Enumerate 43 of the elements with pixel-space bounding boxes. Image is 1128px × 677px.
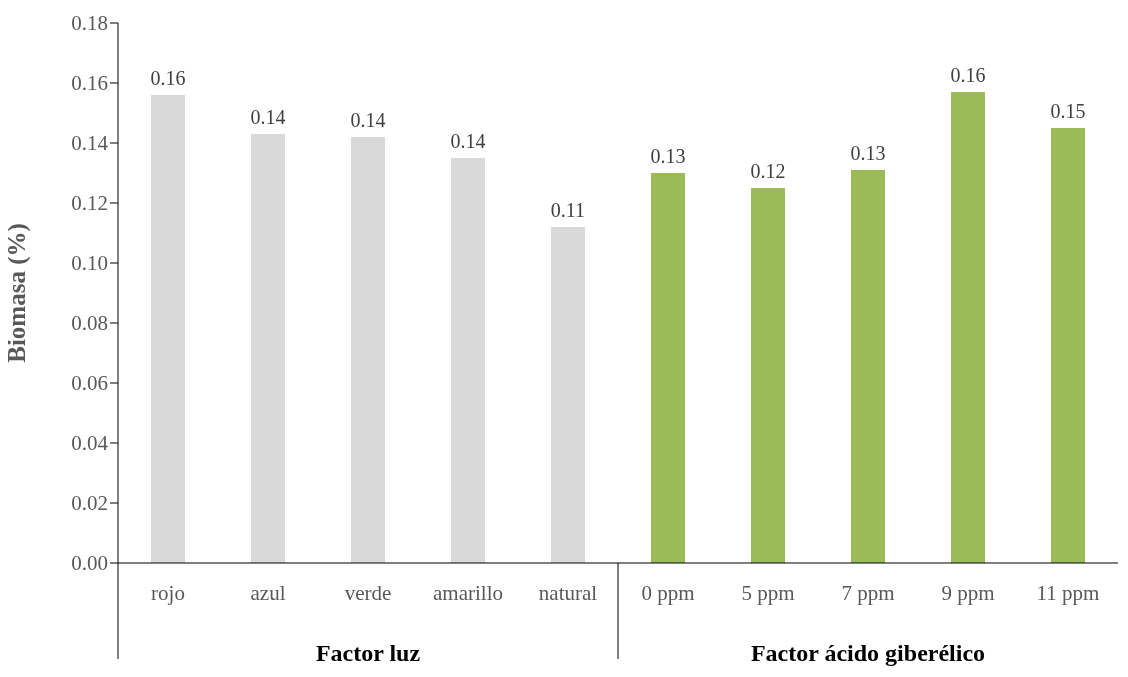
x-tick-label: amarillo: [433, 580, 503, 605]
x-tick-label: natural: [538, 580, 598, 605]
x-tick-label: 5 ppm: [741, 580, 795, 605]
y-tick-label: 0.06: [71, 371, 108, 396]
bar: [651, 173, 685, 563]
bar: [851, 170, 885, 563]
x-tick-label: 7 ppm: [841, 580, 895, 605]
data-label: 0.16: [950, 64, 986, 86]
y-tick-label: 0.16: [71, 71, 108, 96]
y-tick-label: 0.04: [71, 431, 109, 456]
bar: [251, 134, 285, 563]
bar: [951, 92, 985, 563]
x-tick-label: rojo: [151, 580, 185, 605]
x-tick-label: 0 ppm: [641, 580, 695, 605]
bar: [351, 137, 385, 563]
y-tick-label: 0.18: [71, 11, 108, 36]
y-axis-title: Biomasa (%): [2, 223, 31, 363]
bar: [451, 158, 485, 563]
data-label: 0.13: [850, 142, 886, 164]
bar: [151, 95, 185, 563]
y-tick-label: 0.00: [71, 551, 108, 576]
text: Factor ácido giberélico: [750, 640, 986, 666]
x-tick-label: azul: [250, 580, 286, 605]
y-tick-label: 0.14: [71, 131, 109, 156]
data-label: 0.11: [550, 199, 586, 221]
x-tick-label: 9 ppm: [941, 580, 995, 605]
y-tick-label: 0.12: [71, 191, 108, 216]
data-label: 0.14: [450, 130, 486, 152]
data-label: 0.12: [750, 160, 786, 182]
bar: [1051, 128, 1085, 563]
text: Factor luz: [315, 640, 421, 666]
data-label: 0.15: [1050, 100, 1086, 122]
y-tick-label: 0.08: [71, 311, 108, 336]
x-tick-label: 11 ppm: [1036, 580, 1100, 605]
x-tick-label: verde: [344, 580, 392, 605]
data-label: 0.14: [350, 109, 386, 131]
data-label: 0.14: [250, 106, 286, 128]
data-label: 0.13: [650, 145, 686, 167]
data-label: 0.16: [150, 67, 186, 89]
y-tick-label: 0.10: [71, 251, 108, 276]
bar: [551, 227, 585, 563]
bar: [751, 188, 785, 563]
y-tick-label: 0.02: [71, 491, 108, 516]
